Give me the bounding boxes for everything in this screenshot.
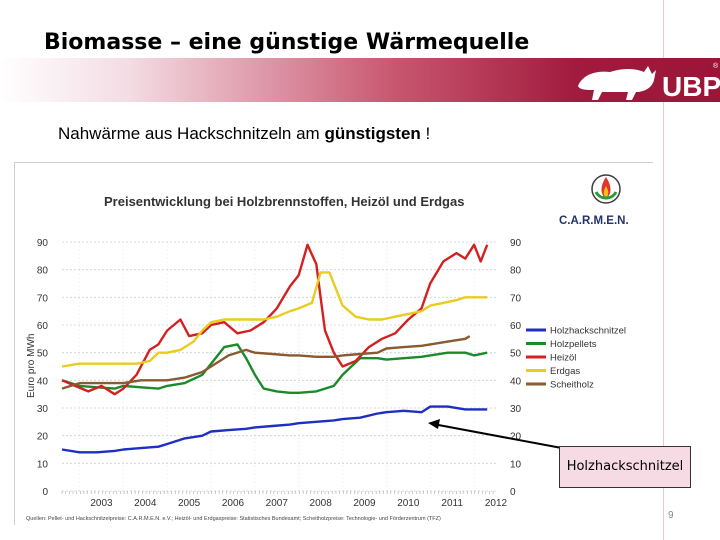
y-tick-label-left: 50	[37, 349, 49, 360]
x-tick-label: 2011	[441, 498, 463, 509]
y-tick-label-right: 90	[510, 238, 522, 249]
subtitle-end-text: !	[420, 124, 431, 143]
y-tick-label-left: 20	[37, 432, 49, 443]
y-tick-label-left: 90	[37, 238, 49, 249]
y-tick-label-left: 10	[37, 459, 49, 470]
y-tick-label-right: 30	[510, 404, 522, 415]
y-axis-label: Euro pro MWh	[26, 334, 37, 398]
slide-edge-line	[663, 0, 664, 540]
series-line-heizöl	[61, 243, 489, 396]
y-tick-label-left: 70	[37, 293, 49, 304]
subtitle-bold-text: günstigsten	[324, 124, 421, 143]
carmen-logo: C.A.R.M.E.N.	[559, 174, 629, 227]
legend-entry: Erdgas	[550, 366, 580, 377]
legend-entry: Scheitholz	[550, 380, 594, 391]
series-line-holzhackschnitzel	[61, 405, 488, 454]
legend-entry: Heizöl	[550, 353, 576, 364]
y-tick-label-right: 50	[510, 349, 522, 360]
y-tick-label-right: 60	[510, 321, 522, 332]
y-tick-label-right: 20	[510, 432, 522, 443]
svg-text:®: ®	[713, 62, 719, 70]
y-tick-label-left: 30	[37, 404, 49, 415]
legend-entry: Holzpellets	[550, 339, 597, 350]
y-tick-label-right: 40	[510, 376, 522, 387]
x-tick-label: 2009	[353, 498, 376, 509]
y-tick-label-left: 60	[37, 321, 49, 332]
ubp-logo-text: UBP	[662, 71, 720, 102]
grid-layer	[62, 241, 496, 492]
legend-layer: Holzhackschnitzel Holzpellets Heizöl Erdgas…	[526, 326, 626, 391]
series-line-erdgas	[61, 271, 488, 368]
carmen-logo-icon	[591, 174, 621, 204]
ubp-logo-bull-icon	[578, 66, 656, 100]
y-tick-label-right: 70	[510, 293, 522, 304]
chart-frame	[14, 162, 653, 525]
y-tick-label-right: 0	[510, 487, 516, 498]
slide-title: Biomasse – eine günstige Wärmequelle	[44, 30, 530, 55]
ubp-logo: UBP ®	[578, 62, 720, 102]
x-tick-label: 2003	[90, 498, 113, 509]
slide-subtitle: Nahwärme aus Hackschnitzeln am günstigst…	[58, 124, 430, 144]
tick-layer: 0 0 10 10 20 20 30 30 40 40 50 50 60 60 70 70 80 80 90 90 20…	[37, 238, 522, 509]
chart-source: Quellen: Pellet- und Hackschnitzelpreise…	[26, 516, 441, 522]
y-tick-label-right: 80	[510, 266, 522, 277]
x-tick-label: 2005	[178, 498, 201, 509]
price-chart: 0 0 10 10 20 20 30 30 40 40 50 50 60 60 70 70 80 80 90 90 20…	[26, 174, 629, 522]
callout-arrow	[432, 423, 568, 450]
callout-arrowhead	[428, 419, 440, 429]
page-number: 9	[668, 510, 674, 521]
carmen-logo-text: C.A.R.M.E.N.	[559, 215, 629, 227]
x-tick-label: 2006	[222, 498, 245, 509]
x-tick-label: 2012	[485, 498, 508, 509]
series-line-holzpellets	[61, 343, 488, 395]
subtitle-text: Nahwärme aus Hackschnitzeln am	[58, 124, 325, 143]
x-tick-label: 2007	[266, 498, 289, 509]
series-layer	[61, 243, 489, 454]
legend-entry: Holzhackschnitzel	[550, 326, 626, 337]
y-tick-label-left: 80	[37, 266, 49, 277]
y-tick-label-right: 10	[510, 459, 522, 470]
y-tick-label-left: 0	[42, 487, 48, 498]
holzhackschnitzel-callout: Holzhackschnitzel	[559, 446, 691, 488]
chart-title: Preisentwicklung bei Holzbrennstoffen, H…	[104, 194, 464, 209]
x-tick-label: 2010	[397, 498, 420, 509]
series-line-scheitholz	[61, 335, 471, 390]
y-tick-label-left: 40	[37, 376, 49, 387]
x-tick-label: 2008	[310, 498, 333, 509]
x-tick-label: 2004	[134, 498, 157, 509]
